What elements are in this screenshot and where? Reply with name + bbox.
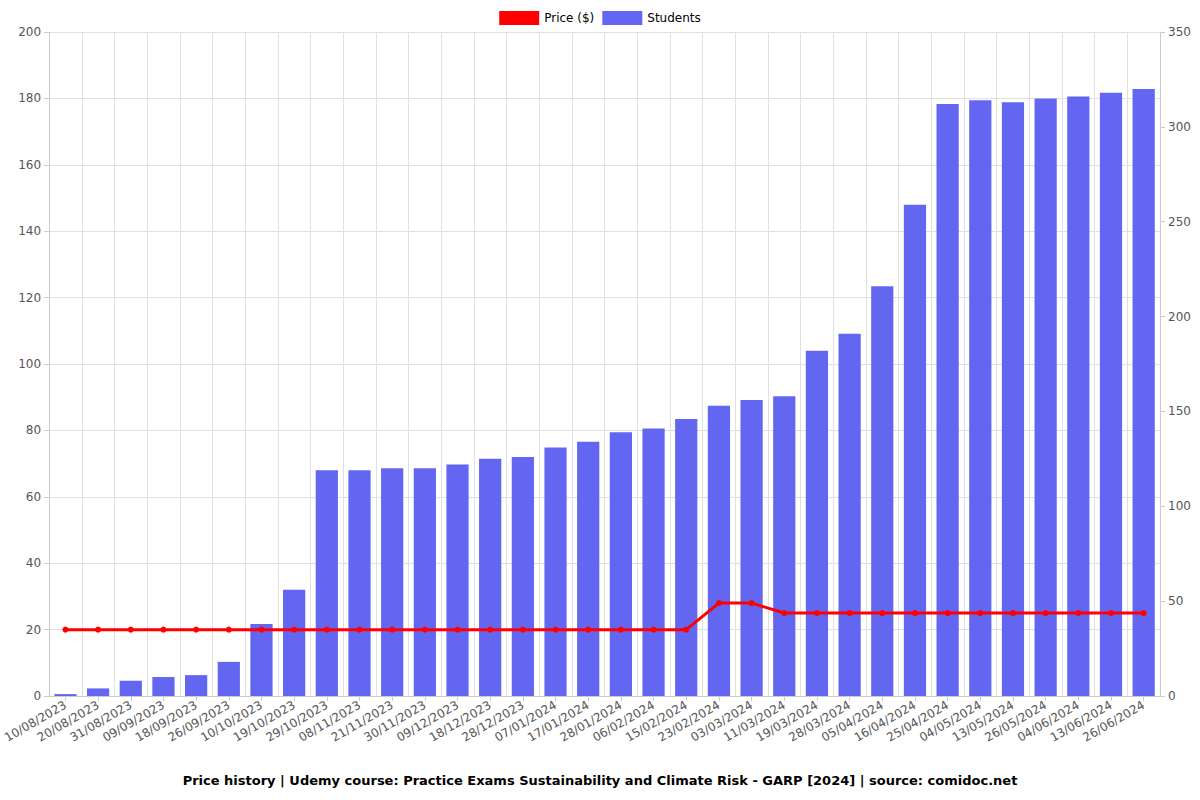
svg-text:09/09/2023: 09/09/2023 (100, 697, 167, 745)
svg-text:160: 160 (18, 158, 41, 172)
svg-text:100: 100 (18, 357, 41, 371)
svg-text:Students: Students (647, 11, 701, 25)
svg-text:28/03/2024: 28/03/2024 (786, 697, 854, 745)
svg-text:300: 300 (1168, 120, 1191, 134)
svg-text:03/03/2024: 03/03/2024 (688, 697, 756, 745)
svg-text:04/05/2024: 04/05/2024 (917, 697, 984, 745)
svg-text:200: 200 (1168, 310, 1191, 324)
svg-text:28/12/2023: 28/12/2023 (459, 697, 527, 745)
svg-text:18/12/2023: 18/12/2023 (426, 697, 494, 745)
svg-text:25/04/2024: 25/04/2024 (884, 697, 952, 745)
svg-text:13/06/2024: 13/06/2024 (1047, 697, 1115, 745)
svg-text:250: 250 (1168, 215, 1191, 229)
svg-text:26/06/2024: 26/06/2024 (1080, 698, 1147, 745)
svg-text:80: 80 (26, 423, 41, 437)
svg-text:0: 0 (1168, 689, 1176, 703)
svg-text:17/01/2024: 17/01/2024 (524, 697, 592, 745)
svg-text:06/02/2024: 06/02/2024 (590, 697, 658, 745)
svg-text:350: 350 (1168, 25, 1191, 39)
svg-text:11/03/2024: 11/03/2024 (720, 697, 788, 745)
svg-text:Price ($): Price ($) (544, 11, 594, 25)
svg-text:29/10/2023: 29/10/2023 (263, 697, 331, 745)
svg-text:18/09/2023: 18/09/2023 (132, 697, 200, 745)
svg-text:40: 40 (26, 556, 41, 570)
svg-text:140: 140 (18, 224, 41, 238)
svg-text:07/01/2024: 07/01/2024 (492, 697, 559, 745)
svg-text:150: 150 (1168, 404, 1191, 418)
svg-text:0: 0 (33, 689, 41, 703)
svg-text:20/08/2023: 20/08/2023 (34, 697, 102, 745)
svg-text:21/11/2023: 21/11/2023 (328, 697, 396, 745)
svg-text:09/12/2023: 09/12/2023 (394, 697, 461, 745)
svg-text:30/11/2023: 30/11/2023 (361, 697, 429, 745)
svg-text:05/04/2024: 05/04/2024 (819, 697, 886, 745)
svg-text:19/10/2023: 19/10/2023 (230, 697, 298, 745)
svg-text:16/04/2024: 16/04/2024 (851, 697, 919, 745)
svg-text:26/09/2023: 26/09/2023 (165, 697, 233, 745)
svg-text:26/05/2024: 26/05/2024 (982, 697, 1050, 745)
svg-text:120: 120 (18, 291, 41, 305)
svg-text:10/10/2023: 10/10/2023 (198, 697, 265, 745)
svg-text:19/03/2024: 19/03/2024 (753, 697, 821, 745)
svg-text:200: 200 (18, 25, 41, 39)
svg-text:23/02/2024: 23/02/2024 (655, 697, 723, 745)
svg-text:50: 50 (1168, 594, 1183, 608)
svg-text:04/06/2024: 04/06/2024 (1015, 697, 1082, 745)
svg-text:28/01/2024: 28/01/2024 (557, 697, 625, 745)
svg-text:15/02/2024: 15/02/2024 (622, 697, 690, 745)
svg-text:08/11/2023: 08/11/2023 (296, 697, 363, 745)
svg-text:31/08/2023: 31/08/2023 (67, 697, 135, 745)
svg-text:13/05/2024: 13/05/2024 (949, 697, 1017, 745)
svg-text:20: 20 (26, 623, 41, 637)
svg-text:10/08/2023: 10/08/2023 (2, 697, 69, 745)
svg-text:Price history | Udemy course:: Price history | Udemy course: Practice E… (183, 773, 1018, 788)
svg-text:100: 100 (1168, 499, 1191, 513)
svg-text:60: 60 (26, 490, 41, 504)
svg-text:180: 180 (18, 91, 41, 105)
